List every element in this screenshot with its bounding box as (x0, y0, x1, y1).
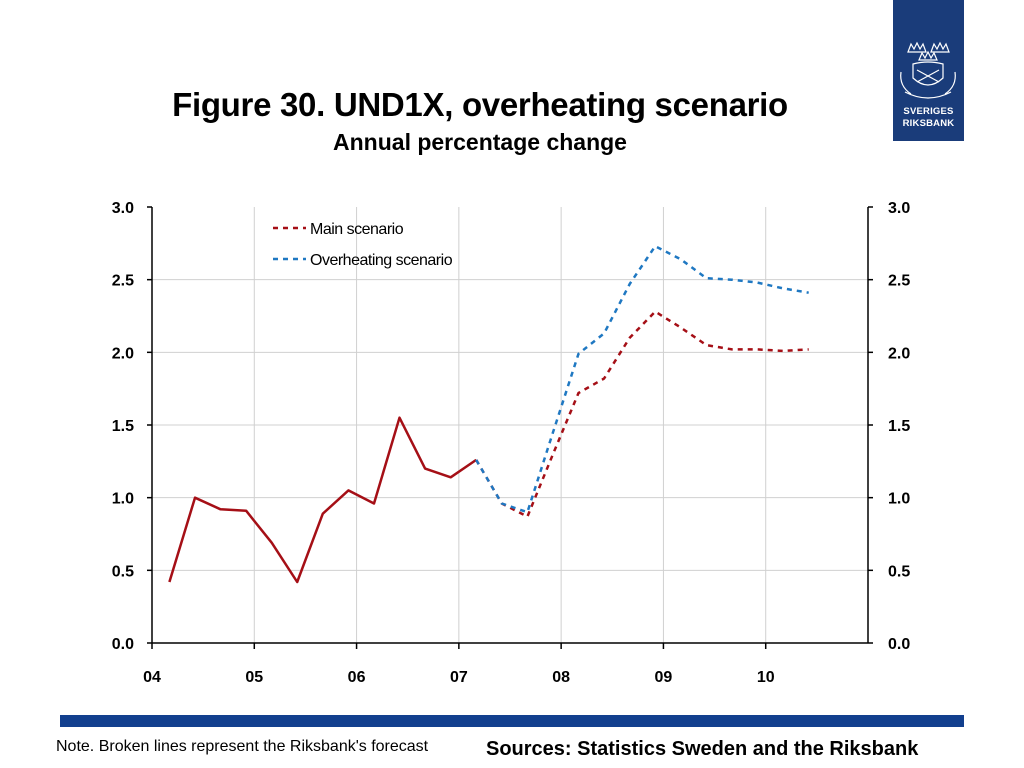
y-tick-label-right: 2.0 (888, 345, 910, 362)
x-tick-label: 05 (245, 669, 263, 686)
y-tick-label-left: 2.0 (112, 345, 134, 362)
legend-label: Main scenario (310, 221, 404, 238)
x-tick-label: 10 (757, 669, 775, 686)
x-tick-label: 07 (450, 669, 468, 686)
y-tick-label-right: 0.0 (888, 636, 910, 653)
logo-text-line1: SVERIGES (903, 106, 954, 117)
y-tick-label-right: 0.5 (888, 563, 910, 580)
y-tick-label-left: 2.5 (112, 273, 134, 290)
y-tick-label-left: 0.5 (112, 563, 134, 580)
series-line-overheating-scenario-forecast (475, 244, 809, 514)
series-line-main-scenario-outcome (168, 416, 477, 584)
chart-title: Figure 30. UND1X, overheating scenario (172, 86, 788, 123)
y-tick-label-left: 1.0 (112, 491, 134, 508)
brand-divider-bar (60, 715, 964, 727)
y-tick-label-left: 3.0 (112, 200, 134, 217)
chart-subtitle: Annual percentage change (333, 129, 627, 155)
y-tick-label-right: 3.0 (888, 200, 910, 217)
x-tick-label: 09 (655, 669, 673, 686)
logo-text-line2: RIKSBANK (902, 118, 955, 129)
x-tick-label: 08 (552, 669, 570, 686)
riksbank-logo: SVERIGES RIKSBANK (893, 0, 964, 141)
y-tick-label-right: 2.5 (888, 273, 910, 290)
sources-text: Sources: Statistics Sweden and the Riksb… (486, 738, 919, 760)
x-tick-label: 06 (348, 669, 366, 686)
y-tick-label-left: 1.5 (112, 418, 134, 435)
y-tick-label-right: 1.5 (888, 418, 910, 435)
x-tick-label: 04 (143, 669, 161, 686)
riksbank-crest-icon (900, 41, 956, 99)
forecast-note: Note. Broken lines represent the Riksban… (56, 738, 429, 755)
legend-label: Overheating scenario (310, 252, 453, 269)
series-line-main-scenario-forecast (475, 310, 809, 518)
y-tick-label-left: 0.0 (112, 636, 134, 653)
y-tick-label-right: 1.0 (888, 491, 910, 508)
